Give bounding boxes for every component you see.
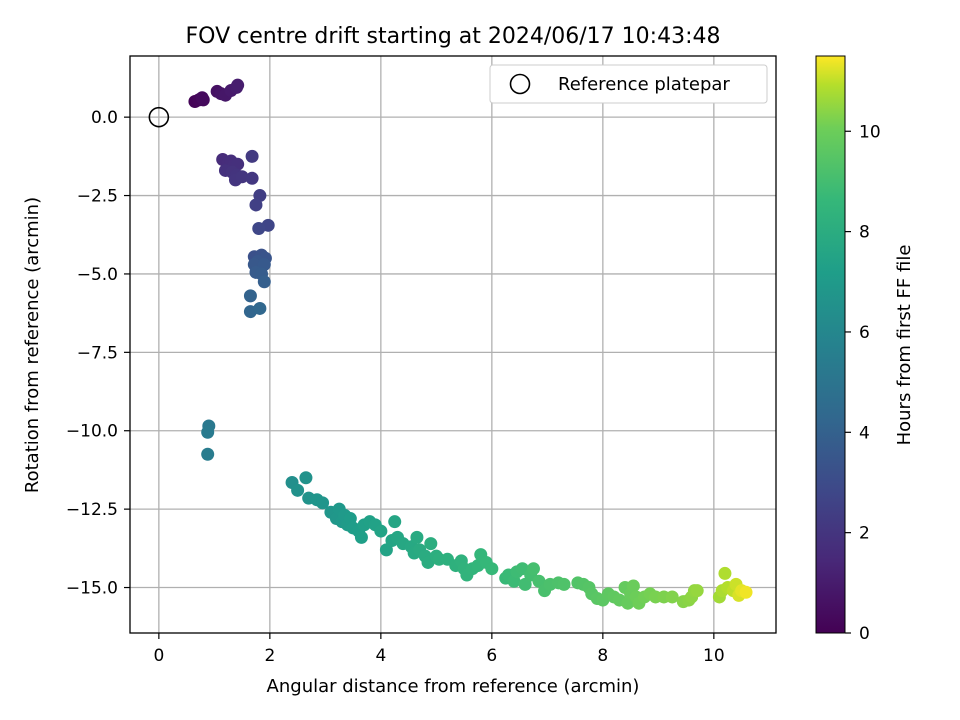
chart-title: FOV centre drift starting at 2024/06/17 …	[186, 24, 721, 49]
grid-lines	[130, 56, 776, 633]
data-point	[252, 221, 266, 235]
reference-platepar-marker	[148, 106, 170, 128]
colorbar-tick-label: 6	[859, 323, 870, 343]
scatter-points	[188, 78, 753, 610]
x-axis-label: Angular distance from reference (arcmin)	[267, 676, 640, 697]
y-tick-label: 0.0	[91, 108, 118, 128]
data-point	[316, 496, 330, 510]
x-axis-ticks: 0 2 4 6 8 10	[153, 633, 725, 666]
data-point	[518, 577, 532, 591]
data-point	[485, 562, 499, 576]
data-point	[526, 562, 540, 576]
data-point	[424, 537, 438, 551]
legend: Reference platepar	[489, 64, 768, 104]
data-point	[231, 78, 245, 92]
legend-box	[489, 64, 768, 104]
y-tick-label: −12.5	[66, 500, 118, 520]
data-point	[253, 301, 267, 315]
data-point	[195, 91, 209, 105]
y-tick-label: −2.5	[77, 187, 118, 207]
data-point	[354, 530, 368, 544]
colorbar-tick-label: 10	[859, 122, 881, 142]
legend-marker-icon	[509, 73, 531, 95]
x-tick-label: 10	[703, 646, 725, 666]
data-point	[374, 524, 388, 538]
data-point	[739, 585, 753, 599]
legend-label: Reference platepar	[558, 74, 730, 95]
y-tick-label: −10.0	[66, 422, 118, 442]
data-point	[257, 275, 271, 289]
data-point	[532, 574, 546, 588]
x-tick-label: 0	[153, 646, 164, 666]
colorbar-tick-label: 2	[859, 524, 870, 544]
data-point	[379, 543, 393, 557]
y-axis-label: Rotation from reference (arcmin)	[22, 197, 43, 493]
y-tick-label: −7.5	[77, 343, 118, 363]
x-tick-label: 4	[375, 646, 386, 666]
data-point	[718, 566, 732, 580]
data-point	[249, 198, 263, 212]
data-point	[243, 289, 257, 303]
y-tick-label: −15.0	[66, 579, 118, 599]
x-tick-label: 8	[597, 646, 608, 666]
data-point	[690, 584, 704, 598]
data-point	[291, 483, 305, 497]
y-tick-label: −5.0	[77, 265, 118, 285]
data-point	[201, 425, 215, 439]
data-point	[245, 171, 259, 185]
colorbar-label: Hours from first FF file	[894, 245, 915, 446]
data-point	[201, 447, 215, 461]
colorbar-tick-label: 0	[859, 624, 870, 644]
x-tick-label: 2	[264, 646, 275, 666]
y-axis-ticks: 0.0 −2.5 −5.0 −7.5 −10.0 −12.5 −15.0	[66, 108, 130, 599]
plot-frame	[129, 55, 777, 634]
data-point	[299, 471, 313, 485]
data-point	[245, 149, 259, 163]
colorbar-tick-label: 8	[859, 223, 870, 243]
data-point	[557, 577, 571, 591]
data-point	[388, 515, 402, 529]
colorbar-gradient	[815, 55, 846, 634]
data-point	[235, 170, 249, 184]
data-point	[626, 579, 640, 593]
data-point	[410, 530, 424, 544]
colorbar-tick-label: 4	[859, 423, 870, 443]
colorbar-ticks: 0 2 4 6 8 10	[845, 122, 881, 644]
data-point	[665, 590, 679, 604]
x-tick-label: 6	[486, 646, 497, 666]
colorbar: 0 2 4 6 8 10 Hours from first FF file	[815, 55, 915, 644]
